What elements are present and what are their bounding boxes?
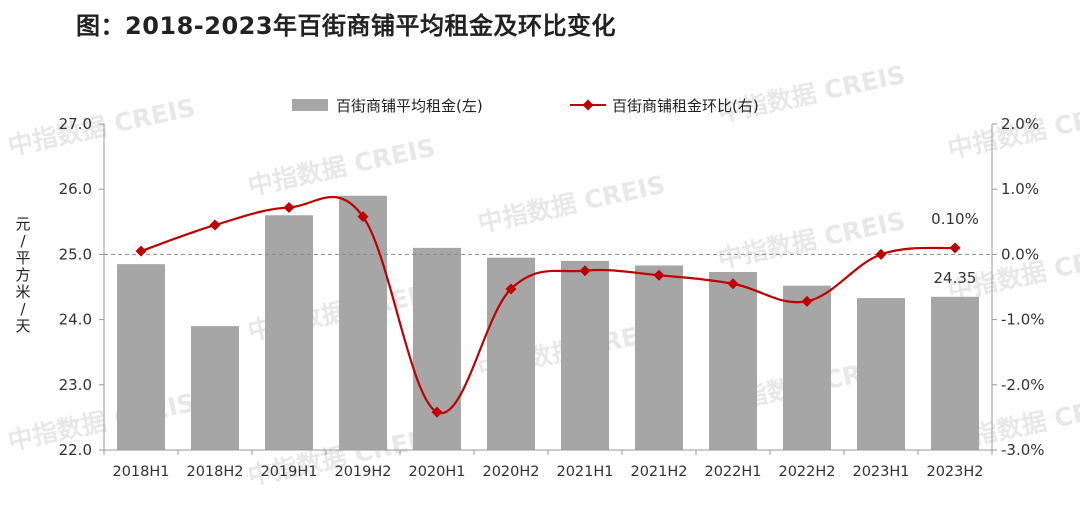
legend-bar-swatch [292,99,328,111]
page-title: 图：2018-2023年百街商铺平均租金及环比变化 [76,12,617,40]
watermark-text: 中指数据 CREIS [475,170,668,238]
left-tick-label: 26.0 [59,180,92,198]
left-axis-label-char: / [20,232,26,250]
x-tick-label: 2022H1 [704,464,761,480]
bar [709,272,757,450]
bar [783,285,831,450]
bar [191,326,239,450]
left-tick-label: 27.0 [59,115,92,133]
axes [99,123,997,455]
bar [635,265,683,450]
left-axis-label-char: 平 [15,249,31,267]
right-tick-label: -2.0% [1001,376,1045,394]
x-tick-label: 2019H2 [334,464,391,480]
line-point [949,242,961,254]
left-axis-label-char: 元 [15,215,31,233]
x-tick-label: 2018H2 [186,464,243,480]
tick-labels: 22.0 23.0 24.0 25.0 26.0 27.0 -3.0% -2.0% -1.0% 0… [59,115,1045,480]
left-axis-label-char: 米 [15,283,31,301]
watermark-layer: 中指数据 CREIS 中指数据 CREIS 中指数据 CREIS 中指数据 CREIS… [5,60,1080,491]
x-tick-label: 2019H1 [260,464,317,480]
right-tick-label: 1.0% [1001,180,1039,198]
left-tick-label: 24.0 [59,311,92,329]
legend-line-label: 百街商铺租金环比(右) [612,97,759,115]
right-tick-label: 0.0% [1001,245,1039,263]
line-point [357,211,369,223]
right-tick-label: -1.0% [1001,311,1045,329]
watermark-text: 中指数据 CREIS [715,60,908,128]
x-tick-label: 2020H1 [408,464,465,480]
legend: 百街商铺平均租金(左) 百街商铺租金环比(右) [292,97,759,115]
line-point [875,248,887,260]
line-point [801,295,813,307]
data-label: 24.35 [934,269,977,287]
x-tick-label: 2020H2 [482,464,539,480]
x-tick-label: 2018H1 [112,464,169,480]
data-label: 0.10% [931,210,979,228]
bar [265,215,313,450]
left-axis-label-char: / [20,300,26,318]
bar [413,247,461,450]
x-tick-label: 2021H2 [630,464,687,480]
bar [117,264,165,450]
left-axis-label: 元 / 平方米 / 天 [14,216,32,335]
line-point [727,278,739,290]
x-tick-label: 2022H2 [778,464,835,480]
left-axis-label-char: 天 [15,317,31,335]
right-tick-label: 2.0% [1001,115,1039,133]
bar [857,298,905,450]
line-point [653,269,665,281]
line-point [431,406,443,418]
line-point [135,245,147,257]
left-tick-label: 22.0 [59,441,92,459]
line-series [135,196,961,418]
bar [339,195,387,450]
bar [561,260,609,450]
watermark-text: 中指数据 CREIS [5,93,198,161]
line-point [283,201,295,213]
legend-bar-label: 百街商铺平均租金(左) [336,97,483,115]
left-tick-label: 25.0 [59,245,92,263]
watermark-text: 中指数据 CREIS [245,133,438,201]
legend-line-marker [582,99,594,111]
watermark-text: 中指数据 CREIS [5,388,198,456]
line-point [209,219,221,231]
line-point [505,283,517,295]
x-tick-label: 2023H2 [926,464,983,480]
line-point [579,265,591,277]
right-tick-label: -3.0% [1001,441,1045,459]
left-tick-label: 23.0 [59,376,92,394]
annotations: 24.35 0.10% [931,210,979,287]
x-tick-label: 2021H1 [556,464,613,480]
bar [931,296,979,450]
left-axis-label-char: 方 [15,266,31,284]
x-tick-label: 2023H1 [852,464,909,480]
watermark-text: 中指数据 CREIS [715,206,908,274]
